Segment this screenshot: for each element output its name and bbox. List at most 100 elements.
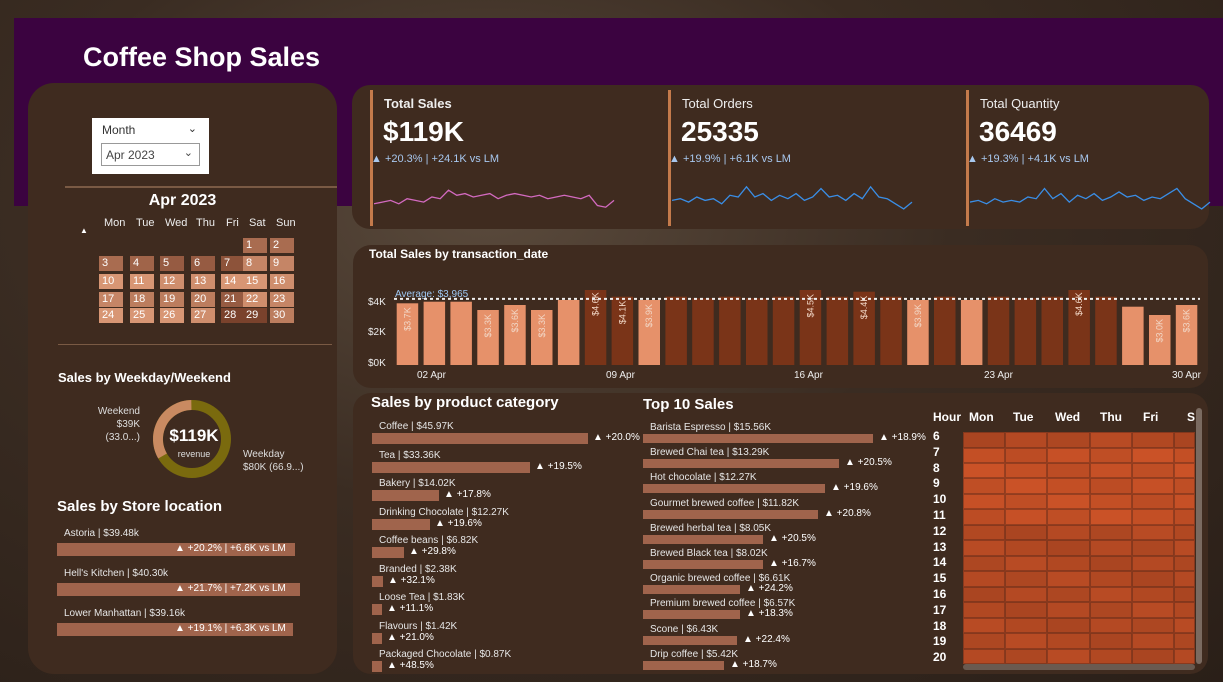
- heatmap-cell[interactable]: [1173, 509, 1195, 525]
- heatmap-cell[interactable]: [1173, 540, 1195, 556]
- calendar-day[interactable]: 8: [243, 256, 267, 271]
- vertical-scrollbar[interactable]: [1196, 408, 1202, 664]
- heatmap-cell[interactable]: [1131, 617, 1174, 634]
- heatmap-cell[interactable]: [1047, 648, 1090, 664]
- heatmap-cell[interactable]: [1047, 540, 1090, 556]
- heatmap-cell[interactable]: [1089, 524, 1132, 541]
- heatmap-cell[interactable]: [1005, 447, 1048, 463]
- weekday-weekend-donut[interactable]: [152, 399, 232, 479]
- heatmap-cell[interactable]: [1005, 617, 1048, 634]
- heatmap-cell[interactable]: [963, 432, 1006, 448]
- heatmap-cell[interactable]: [1089, 555, 1132, 572]
- heatmap-cell[interactable]: [1173, 462, 1195, 479]
- heatmap-cell[interactable]: [1047, 509, 1090, 525]
- heatmap-cell[interactable]: [963, 524, 1006, 541]
- heatmap-cell[interactable]: [1131, 509, 1174, 525]
- calendar-day[interactable]: 12: [160, 274, 184, 289]
- category-bar[interactable]: [372, 604, 382, 615]
- heatmap-cell[interactable]: [1131, 540, 1174, 556]
- category-bar[interactable]: [372, 575, 383, 587]
- top10-bar[interactable]: [643, 660, 724, 670]
- calendar-day[interactable]: 24: [99, 308, 123, 323]
- top10-bar[interactable]: [643, 635, 737, 645]
- heatmap-cell[interactable]: [963, 586, 1006, 603]
- heatmap-cell[interactable]: [1005, 432, 1048, 448]
- calendar-day[interactable]: 16: [270, 274, 294, 289]
- top10-bar[interactable]: [643, 585, 740, 595]
- calendar-day[interactable]: 15: [243, 274, 267, 289]
- heatmap-cell[interactable]: [963, 571, 1006, 587]
- heatmap-cell[interactable]: [1005, 555, 1048, 572]
- heatmap-cell[interactable]: [1089, 571, 1132, 587]
- heatmap-cell[interactable]: [1131, 462, 1174, 479]
- heatmap-cell[interactable]: [1089, 509, 1132, 525]
- heatmap-cell[interactable]: [1047, 586, 1090, 603]
- heatmap-cell[interactable]: [963, 555, 1006, 572]
- top10-bar[interactable]: [643, 459, 839, 469]
- heatmap-cell[interactable]: [1005, 493, 1048, 510]
- heatmap-cell[interactable]: [963, 633, 1006, 649]
- heatmap-cell[interactable]: [1173, 524, 1195, 541]
- trend-chart[interactable]: $3.7K $3.3K $3.6K $3.3K $4.6K $4.1K $3.9K $4.5K…: [394, 290, 1200, 370]
- calendar-day[interactable]: 20: [191, 292, 215, 307]
- heatmap-cell[interactable]: [1131, 633, 1174, 649]
- heatmap-cell[interactable]: [1005, 648, 1048, 664]
- heatmap-cell[interactable]: [1047, 571, 1090, 587]
- month-slicer[interactable]: Month ⌄ Apr 2023 ⌄: [92, 118, 209, 174]
- heatmap-cell[interactable]: [963, 493, 1006, 510]
- heatmap-cell[interactable]: [1047, 432, 1090, 448]
- heatmap-cell[interactable]: [1089, 602, 1132, 618]
- store-bar[interactable]: [57, 623, 293, 636]
- chevron-down-icon[interactable]: ⌄: [187, 123, 197, 135]
- category-bar[interactable]: [372, 661, 382, 672]
- calendar-day[interactable]: 18: [130, 292, 154, 307]
- calendar-day[interactable]: 17: [99, 292, 123, 307]
- store-bar[interactable]: [57, 543, 295, 556]
- calendar-day[interactable]: 6: [191, 256, 215, 271]
- heatmap-cell[interactable]: [963, 462, 1006, 479]
- calendar-day[interactable]: 13: [191, 274, 215, 289]
- heatmap-cell[interactable]: [1173, 648, 1195, 664]
- calendar-day[interactable]: 25: [130, 308, 154, 323]
- heatmap-cell[interactable]: [1173, 447, 1195, 463]
- heatmap-cell[interactable]: [1047, 462, 1090, 479]
- calendar-day[interactable]: 10: [99, 274, 123, 289]
- calendar-day[interactable]: 9: [270, 256, 294, 271]
- month-dropdown[interactable]: Apr 2023 ⌄: [101, 143, 200, 166]
- heatmap-cell[interactable]: [1047, 493, 1090, 510]
- heatmap-cell[interactable]: [1089, 617, 1132, 634]
- calendar-day[interactable]: 23: [270, 292, 294, 307]
- heatmap-cell[interactable]: [1173, 555, 1195, 572]
- heatmap-cell[interactable]: [1089, 633, 1132, 649]
- heatmap-cell[interactable]: [1005, 540, 1048, 556]
- calendar-day[interactable]: 14: [221, 274, 245, 289]
- calendar-day[interactable]: 30: [270, 308, 294, 323]
- heatmap-cell[interactable]: [1089, 648, 1132, 664]
- calendar-day[interactable]: 7: [221, 256, 245, 271]
- top10-bar[interactable]: [643, 484, 825, 494]
- calendar-day[interactable]: 2: [270, 238, 294, 253]
- heatmap-cell[interactable]: [1089, 462, 1132, 479]
- heatmap-cell[interactable]: [1131, 493, 1174, 510]
- heatmap-cell[interactable]: [1131, 432, 1174, 448]
- heatmap-cell[interactable]: [1173, 478, 1195, 494]
- category-bar[interactable]: [372, 461, 530, 473]
- heatmap-cell[interactable]: [963, 648, 1006, 664]
- store-bar[interactable]: [57, 583, 300, 596]
- heatmap-cell[interactable]: [963, 602, 1006, 618]
- heatmap-cell[interactable]: [1047, 447, 1090, 463]
- category-bar[interactable]: [372, 518, 430, 530]
- heatmap-cell[interactable]: [1131, 602, 1174, 618]
- top10-bar[interactable]: [643, 610, 740, 620]
- heatmap-cell[interactable]: [1131, 447, 1174, 463]
- heatmap-cell[interactable]: [1173, 602, 1195, 618]
- heatmap-cell[interactable]: [1089, 447, 1132, 463]
- heatmap-cell[interactable]: [1005, 478, 1048, 494]
- heatmap-cell[interactable]: [963, 447, 1006, 463]
- heatmap-cell[interactable]: [963, 540, 1006, 556]
- horizontal-scrollbar[interactable]: [963, 664, 1195, 670]
- category-bar[interactable]: [372, 490, 439, 501]
- calendar-day[interactable]: 26: [160, 308, 184, 323]
- calendar-day[interactable]: 27: [191, 308, 215, 323]
- calendar-day[interactable]: 4: [130, 256, 154, 271]
